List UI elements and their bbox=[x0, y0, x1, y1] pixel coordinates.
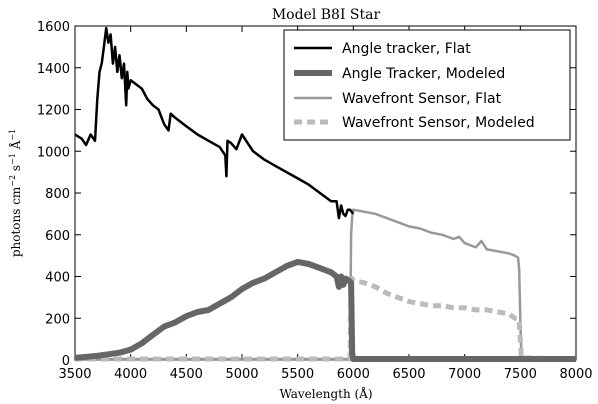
y-tick-label: 400 bbox=[45, 271, 70, 286]
legend-label-wfs-modeled: Wavefront Sensor, Modeled bbox=[342, 115, 535, 131]
y-axis-label-main: photons cm bbox=[9, 186, 23, 257]
legend-label-wfs-flat: Wavefront Sensor, Flat bbox=[342, 91, 502, 107]
x-tick-label: 5500 bbox=[281, 367, 314, 382]
series-angle-tracker-modeled bbox=[74, 258, 576, 362]
y-tick-label: 1400 bbox=[37, 62, 70, 77]
x-tick-label: 4500 bbox=[170, 367, 203, 382]
y-axis: 0 200 400 600 800 1000 1200 1400 1600 bbox=[37, 20, 576, 369]
y-tick-label: 1000 bbox=[37, 145, 70, 160]
y-axis-label-end: Å bbox=[8, 140, 23, 153]
y-axis-label-mid: s bbox=[9, 165, 23, 175]
legend: Angle tracker, Flat Angle Tracker, Model… bbox=[283, 29, 571, 141]
series-wavefront-sensor-flat bbox=[75, 208, 577, 361]
y-axis-label-exp1: −2 bbox=[8, 175, 17, 187]
legend-label-angle-flat: Angle tracker, Flat bbox=[342, 41, 471, 57]
y-tick-label: 800 bbox=[45, 187, 70, 202]
series-wavefront-sensor-modeled bbox=[75, 276, 577, 362]
y-tick-label: 200 bbox=[45, 312, 70, 327]
chart-title: Model B8I Star bbox=[272, 7, 381, 23]
series-group bbox=[74, 26, 577, 362]
y-tick-label: 1200 bbox=[37, 104, 70, 119]
legend-label-angle-modeled: Angle Tracker, Modeled bbox=[342, 66, 505, 82]
x-tick-label: 7500 bbox=[504, 367, 537, 382]
x-axis-label: Wavelength (Å) bbox=[279, 386, 372, 401]
y-tick-label: 0 bbox=[62, 354, 70, 369]
x-tick-label: 7000 bbox=[448, 367, 481, 382]
y-tick-label: 600 bbox=[45, 229, 70, 244]
x-axis: 3500 4000 4500 5000 5500 6000 6500 7000 7500 8000 bbox=[58, 26, 593, 382]
y-tick-label: 1600 bbox=[37, 20, 70, 35]
x-tick-label: 6000 bbox=[337, 367, 370, 382]
x-tick-label: 4000 bbox=[114, 367, 147, 382]
x-tick-label: 8000 bbox=[559, 367, 592, 382]
y-axis-label-exp2: −1 bbox=[8, 153, 17, 165]
series-angle-tracker-flat bbox=[74, 26, 355, 220]
y-axis-label-exp3: −1 bbox=[8, 129, 17, 141]
x-tick-label: 6500 bbox=[392, 367, 425, 382]
y-axis-label: photons cm−2 s−1 Å−1 bbox=[8, 129, 23, 257]
x-tick-label: 3500 bbox=[58, 367, 91, 382]
x-tick-label: 5000 bbox=[225, 367, 258, 382]
